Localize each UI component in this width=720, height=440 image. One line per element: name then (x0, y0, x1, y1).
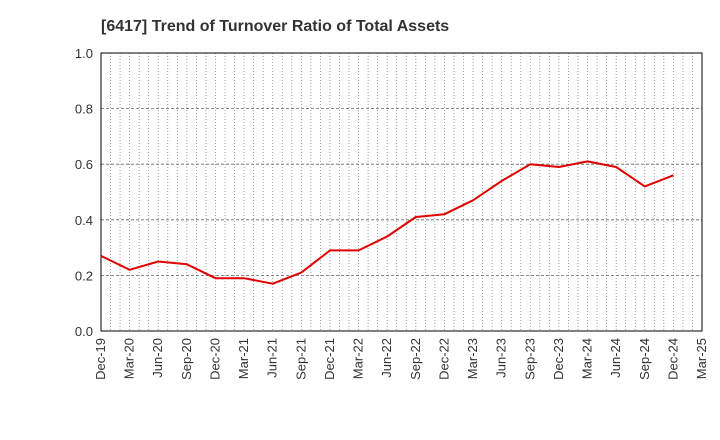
x-tick-label: Sep-20 (179, 338, 194, 380)
x-tick-label: Jun-24 (608, 338, 623, 378)
x-tick-label: Jun-20 (150, 338, 165, 378)
x-tick-label: Sep-21 (293, 338, 308, 380)
x-tick-label: Dec-20 (207, 338, 222, 380)
y-tick-label: 0.0 (75, 324, 93, 339)
x-tick-label: Mar-24 (580, 338, 595, 379)
x-tick-label: Jun-23 (494, 338, 509, 378)
grid-lines (101, 53, 702, 331)
x-tick-label: Mar-25 (694, 338, 709, 379)
x-tick-label: Mar-22 (351, 338, 366, 379)
x-tick-label: Dec-21 (322, 338, 337, 380)
x-tick-label: Jun-22 (379, 338, 394, 378)
x-tick-label: Mar-20 (122, 338, 137, 379)
x-tick-label: Dec-23 (551, 338, 566, 380)
x-tick-label: Dec-22 (436, 338, 451, 380)
series-line (100, 160, 674, 285)
x-tick-label: Sep-24 (637, 338, 652, 380)
x-tick-label: Mar-23 (465, 338, 480, 379)
x-tick-label: Sep-23 (522, 338, 537, 380)
y-axis-tick-labels: 0.0 0.2 0.4 0.6 0.8 1.0 (75, 46, 93, 339)
x-tick-label: Dec-24 (665, 338, 680, 380)
y-tick-label: 1.0 (75, 46, 93, 61)
chart-title: [6417] Trend of Turnover Ratio of Total … (101, 18, 449, 35)
y-tick-label: 0.8 (75, 102, 93, 117)
y-tick-label: 0.6 (75, 157, 93, 172)
x-tick-label: Sep-22 (408, 338, 423, 380)
x-tick-label: Mar-21 (236, 338, 251, 379)
x-axis-tick-labels: Dec-19 Mar-20 Jun-20 Sep-20 Dec-20 Mar-21 Jun-… (93, 338, 709, 380)
series-layer (100, 160, 674, 285)
plot-area (100, 52, 703, 332)
y-tick-label: 0.4 (75, 213, 93, 228)
x-tick-label: Jun-21 (265, 338, 280, 378)
x-tick-label: Dec-19 (93, 338, 108, 380)
y-tick-label: 0.2 (75, 268, 93, 283)
